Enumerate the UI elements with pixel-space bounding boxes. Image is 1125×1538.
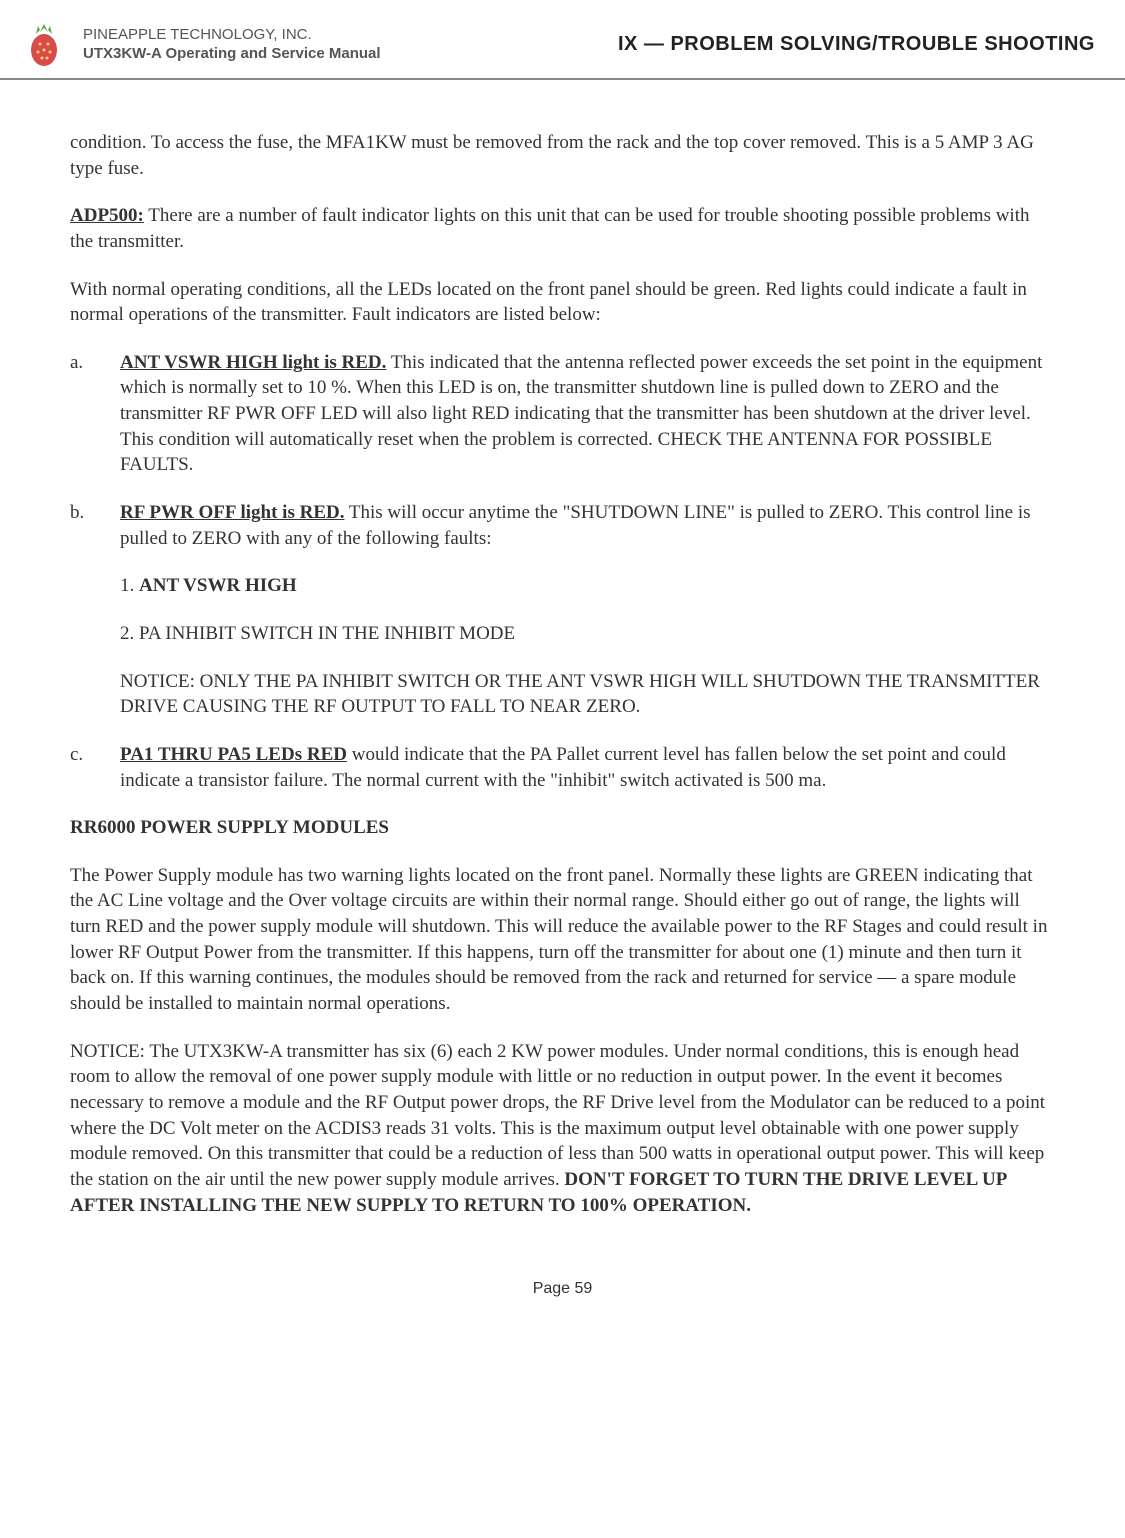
list-item-b: b. RF PWR OFF light is RED. This will oc… — [70, 500, 1055, 551]
rr6000-heading: RR6000 POWER SUPPLY MODULES — [70, 815, 1055, 841]
header-text-row: PINEAPPLE TECHNOLOGY, INC. UTX3KW-A Oper… — [83, 25, 1095, 64]
b-notice: NOTICE: ONLY THE PA INHIBIT SWITCH OR TH… — [70, 669, 1055, 720]
a-heading: ANT VSWR HIGH light is RED. — [120, 352, 386, 373]
marker-c: c. — [70, 742, 120, 793]
pineapple-logo-icon — [20, 20, 68, 68]
company-block: PINEAPPLE TECHNOLOGY, INC. UTX3KW-A Oper… — [83, 25, 381, 64]
b1-prefix: 1. — [120, 575, 139, 596]
page-number: Page 59 — [0, 1270, 1125, 1318]
body-b: RF PWR OFF light is RED. This will occur… — [120, 500, 1055, 551]
section-title: IX — PROBLEM SOLVING/TROUBLE SHOOTING — [618, 33, 1095, 56]
body-c: PA1 THRU PA5 LEDs RED would indicate tha… — [120, 742, 1055, 793]
b-sub1: 1. ANT VSWR HIGH — [70, 573, 1055, 599]
rr6000-notice: NOTICE: The UTX3KW-A transmitter has six… — [70, 1039, 1055, 1218]
rr-notice-pre: NOTICE: The UTX3KW-A transmitter has six… — [70, 1041, 1045, 1190]
paragraph-led-intro: With normal operating conditions, all th… — [70, 277, 1055, 328]
adp500-label: ADP500: — [70, 205, 144, 226]
rr6000-p1: The Power Supply module has two warning … — [70, 863, 1055, 1017]
list-item-a: a. ANT VSWR HIGH light is RED. This indi… — [70, 350, 1055, 478]
b-sub2: 2. PA INHIBIT SWITCH IN THE INHIBIT MODE — [70, 621, 1055, 647]
page-header: PINEAPPLE TECHNOLOGY, INC. UTX3KW-A Oper… — [0, 0, 1125, 80]
page-content: condition. To access the fuse, the MFA1K… — [0, 80, 1125, 1270]
manual-name: UTX3KW-A Operating and Service Manual — [83, 44, 381, 64]
body-a: ANT VSWR HIGH light is RED. This indicat… — [120, 350, 1055, 478]
b1-bold: ANT VSWR HIGH — [139, 575, 297, 596]
adp500-text: There are a number of fault indicator li… — [70, 205, 1030, 252]
marker-a: a. — [70, 350, 120, 478]
list-item-c: c. PA1 THRU PA5 LEDs RED would indicate … — [70, 742, 1055, 793]
company-name: PINEAPPLE TECHNOLOGY, INC. — [83, 25, 381, 45]
paragraph-adp500: ADP500: There are a number of fault indi… — [70, 203, 1055, 254]
c-heading: PA1 THRU PA5 LEDs RED — [120, 744, 347, 765]
b-heading: RF PWR OFF light is RED. — [120, 502, 344, 523]
paragraph-intro: condition. To access the fuse, the MFA1K… — [70, 130, 1055, 181]
marker-b: b. — [70, 500, 120, 551]
